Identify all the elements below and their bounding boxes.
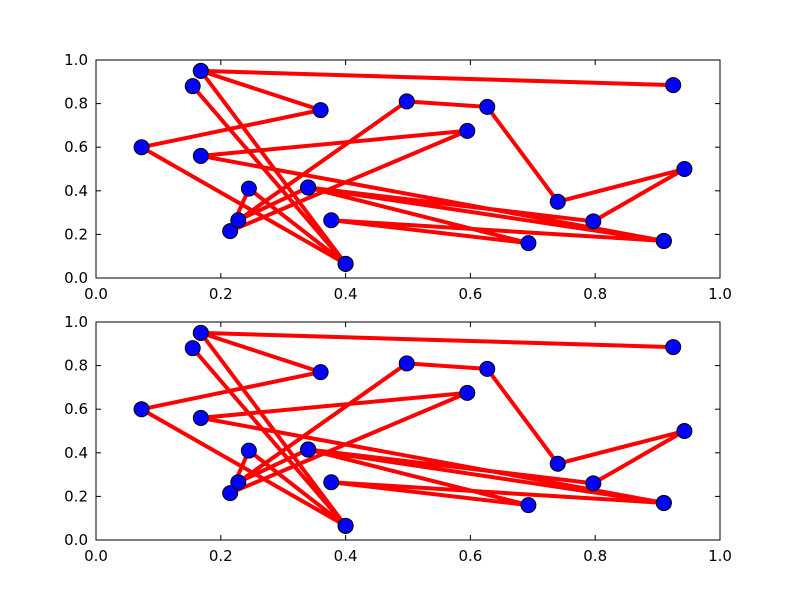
- y-tick-label: 0.4: [64, 444, 88, 462]
- data-point: [655, 232, 672, 249]
- data-point: [192, 147, 209, 164]
- data-point: [192, 409, 209, 426]
- y-tick-label: 0.6: [64, 138, 88, 156]
- y-tick-label: 1.0: [64, 313, 88, 331]
- data-point: [337, 255, 354, 272]
- x-tick-label: 0.6: [458, 547, 482, 565]
- data-point: [520, 235, 537, 252]
- data-point: [323, 474, 340, 491]
- y-tick-label: 0.8: [64, 357, 88, 375]
- data-point: [312, 102, 329, 119]
- y-tick-label: 0.2: [64, 225, 88, 243]
- data-point: [323, 212, 340, 229]
- data-point: [133, 139, 150, 156]
- data-point: [192, 62, 209, 79]
- data-point: [312, 364, 329, 381]
- x-tick-label: 0.8: [583, 285, 607, 303]
- data-point: [655, 494, 672, 511]
- x-tick-label: 0.0: [84, 547, 108, 565]
- data-point: [585, 213, 602, 230]
- data-point: [300, 179, 317, 196]
- data-point: [585, 475, 602, 492]
- subplot-top: 0.0 0.2 0.4 0.6 0.8 1.0 0.0 0.2 0.4 0.6 0.8 1.0: [64, 51, 732, 303]
- data-point: [240, 442, 257, 459]
- data-point: [184, 78, 201, 95]
- x-tick-label: 1.0: [708, 285, 732, 303]
- subplot-bottom: 0.0 0.2 0.4 0.6 0.8 1.0 0.0 0.2 0.4 0.6 0.8 1.0: [64, 313, 732, 565]
- x-tick-label: 1.0: [708, 547, 732, 565]
- data-point: [222, 223, 239, 240]
- y-tick-label: 0.2: [64, 487, 88, 505]
- y-tick-label: 0.8: [64, 95, 88, 113]
- data-point: [133, 401, 150, 418]
- data-point: [459, 384, 476, 401]
- data-point: [240, 180, 257, 197]
- data-point: [549, 193, 566, 210]
- data-point: [665, 339, 682, 356]
- data-point: [192, 324, 209, 341]
- data-point: [520, 497, 537, 514]
- x-tick-label: 0.2: [209, 547, 233, 565]
- data-point: [479, 360, 496, 377]
- data-point: [398, 355, 415, 372]
- x-tick-label: 0.2: [209, 285, 233, 303]
- data-point: [230, 474, 247, 491]
- x-tick-label: 0.0: [84, 285, 108, 303]
- x-tick-label: 0.8: [583, 547, 607, 565]
- data-point: [459, 122, 476, 139]
- data-point: [184, 340, 201, 357]
- y-tick-label: 0.0: [64, 269, 88, 287]
- data-point: [337, 517, 354, 534]
- y-tick-label: 1.0: [64, 51, 88, 69]
- y-tick-label: 0.4: [64, 182, 88, 200]
- data-point: [676, 161, 693, 177]
- data-point: [479, 98, 496, 115]
- x-tick-label: 0.4: [334, 285, 358, 303]
- x-tick-label: 0.4: [334, 547, 358, 565]
- data-point: [300, 441, 317, 458]
- y-tick-label: 0.6: [64, 400, 88, 418]
- data-point: [230, 212, 247, 229]
- data-point: [549, 455, 566, 472]
- data-point: [665, 77, 682, 94]
- y-tick-label: 0.0: [64, 531, 88, 549]
- data-point: [222, 485, 239, 502]
- data-point: [676, 423, 693, 439]
- x-tick-label: 0.6: [458, 285, 482, 303]
- data-point: [398, 93, 415, 110]
